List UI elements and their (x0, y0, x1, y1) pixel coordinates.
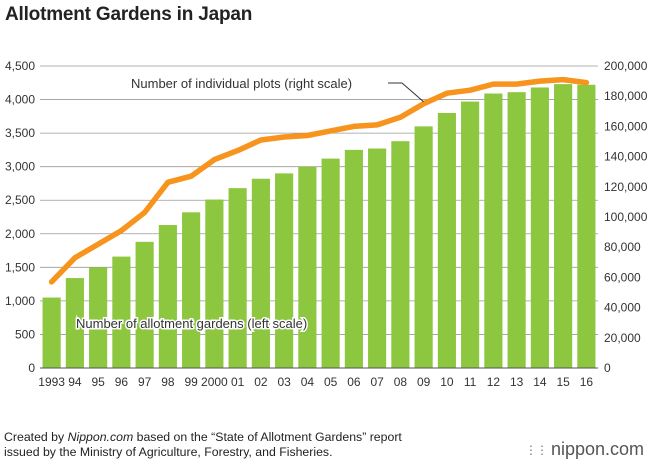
y-left-tick-label: 1,000 (5, 294, 35, 308)
bar (158, 225, 177, 368)
brand-logo: ⋮⋮ nippon.com (525, 439, 644, 460)
brand-name: nippon.com (550, 439, 644, 459)
bar (65, 278, 84, 368)
plots-line (48, 76, 590, 285)
y-left-tick-label: 4,000 (5, 93, 35, 107)
bar (554, 84, 573, 369)
y-left-tick-label: 4,500 (5, 59, 35, 73)
bar (530, 87, 549, 368)
source-note: Created by Nippon.com based on the “Stat… (4, 430, 402, 460)
x-tick-label: 06 (347, 375, 361, 389)
y-right-tick-label: 180,000 (604, 89, 648, 103)
x-tick-label: 02 (254, 375, 268, 389)
y-right-tick-label: 200,000 (604, 59, 648, 73)
bar (414, 126, 433, 369)
y-left-tick-label: 3,500 (5, 126, 35, 140)
y-right-tick-label: 100,000 (604, 210, 648, 224)
y-left-tick-label: 2,500 (5, 193, 35, 207)
x-tick-label: 96 (115, 375, 129, 389)
y-right-tick-label: 160,000 (604, 119, 648, 133)
x-tick-label: 03 (277, 375, 291, 389)
source-link: Nippon.com (67, 430, 134, 444)
y-right-tick-label: 80,000 (604, 240, 641, 254)
x-tick-label: 11 (464, 375, 477, 389)
bar (251, 178, 270, 368)
x-tick-label: 2000 (201, 375, 228, 389)
y-right-ticks: 0 20,000 40,000 60,000 80,000 100,000 120,000 1… (604, 59, 648, 375)
x-tick-label: 13 (510, 375, 524, 389)
dot-grid-icon: ⋮⋮ (524, 442, 548, 457)
x-tick-label: 04 (301, 375, 315, 389)
bar (42, 297, 61, 368)
x-tick-label: 95 (91, 375, 105, 389)
y-right-tick-label: 60,000 (604, 270, 641, 284)
bar (461, 101, 480, 369)
bars (42, 84, 596, 369)
y-left-tick-label: 3,000 (5, 160, 35, 174)
x-tick-label: 07 (370, 375, 384, 389)
x-tick-label: 99 (184, 375, 198, 389)
bar-series-label: Number of allotment gardens (left scale) (76, 316, 307, 331)
bar (391, 141, 410, 368)
y-right-tick-label: 140,000 (604, 150, 648, 164)
bar (228, 188, 247, 368)
y-right-tick-label: 40,000 (604, 301, 641, 315)
bar (344, 149, 363, 368)
bar (112, 256, 131, 368)
x-tick-label: 12 (487, 375, 501, 389)
x-ticks: 1993 94 95 96 97 98 99 2000 01 02 03 04 05 06 07 08 09 10… (38, 375, 593, 389)
bar (368, 148, 387, 368)
x-tick-label: 15 (556, 375, 570, 389)
bar (89, 267, 108, 368)
gridlines (40, 65, 598, 335)
source-suffix: based on the “State of Allotment Gardens… (133, 430, 402, 444)
bar (182, 212, 201, 368)
bar (437, 112, 456, 368)
bar (135, 241, 154, 368)
y-right-tick-label: 0 (604, 361, 611, 375)
source-note-line-2: issued by the Ministry of Agriculture, F… (4, 445, 333, 459)
bar (298, 166, 317, 368)
x-tick-label: 16 (580, 375, 594, 389)
x-tick-label: 1993 (38, 375, 65, 389)
y-left-ticks: 0 500 1,000 1,500 2,000 2,500 3,000 3,500 4,000 4… (5, 59, 35, 375)
bar (484, 93, 503, 368)
line-label-leader (388, 82, 424, 103)
y-left-tick-label: 500 (15, 327, 35, 341)
x-tick-label: 94 (68, 375, 82, 389)
x-tick-label: 97 (138, 375, 152, 389)
x-tick-label: 98 (161, 375, 175, 389)
source-prefix: Created by (4, 430, 68, 444)
x-tick-label: 05 (324, 375, 338, 389)
x-tick-label: 14 (533, 375, 547, 389)
x-tick-label: 10 (440, 375, 454, 389)
bar (321, 158, 340, 368)
y-left-tick-label: 0 (28, 361, 35, 375)
y-left-tick-label: 1,500 (5, 260, 35, 274)
x-tick-label: 01 (231, 375, 245, 389)
source-note-line-1: Created by Nippon.com based on the “Stat… (4, 430, 402, 445)
y-right-tick-label: 20,000 (604, 331, 641, 345)
bar (507, 92, 526, 368)
bar (275, 173, 294, 368)
x-tick-label: 09 (417, 375, 431, 389)
line-series-label: Number of individual plots (right scale) (131, 76, 352, 91)
chart-title: Allotment Gardens in Japan (5, 4, 253, 25)
bar (205, 199, 224, 368)
bar (577, 84, 596, 369)
x-tick-label: 08 (394, 375, 408, 389)
y-right-tick-label: 120,000 (604, 180, 648, 194)
y-left-tick-label: 2,000 (5, 227, 35, 241)
